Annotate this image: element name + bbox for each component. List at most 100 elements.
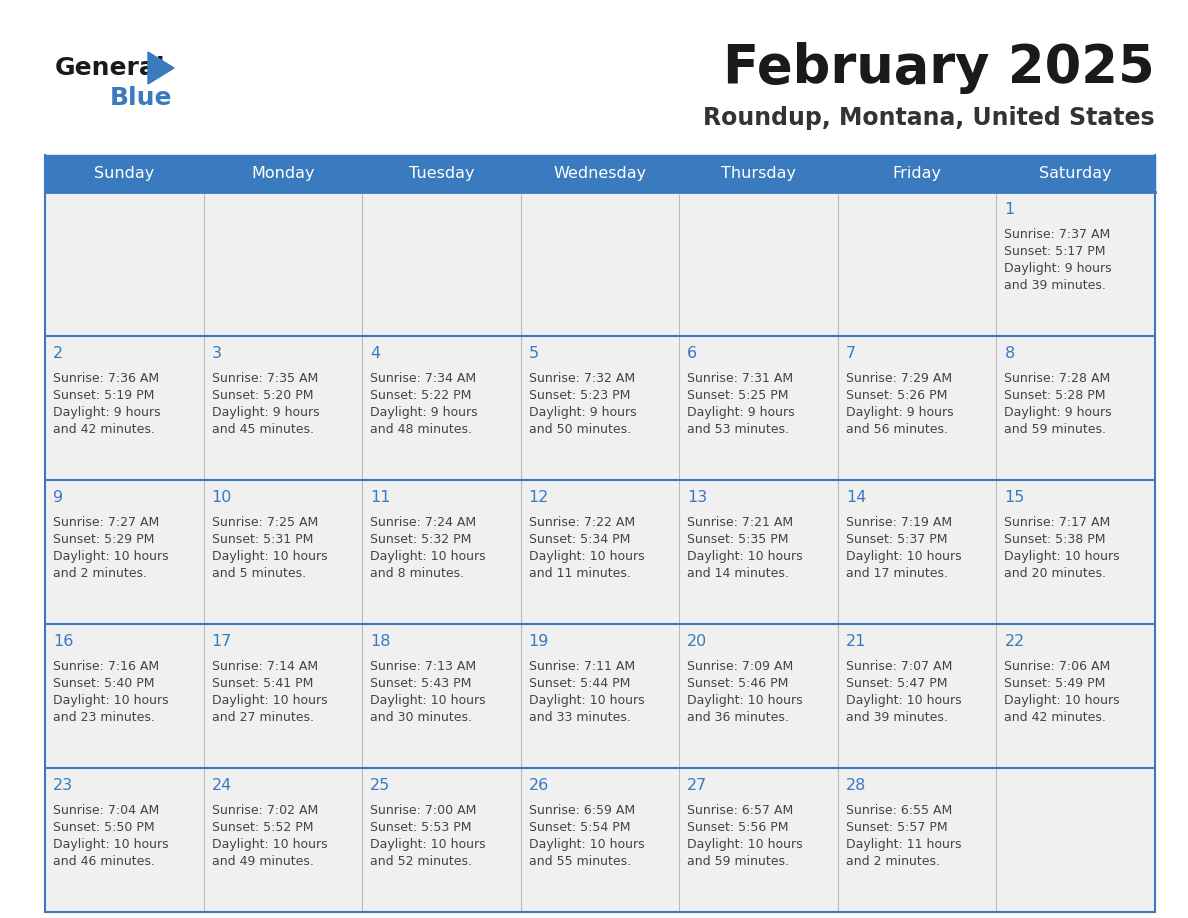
Text: Saturday: Saturday (1040, 166, 1112, 181)
Text: and 23 minutes.: and 23 minutes. (53, 711, 154, 724)
Text: 6: 6 (688, 346, 697, 361)
Text: Sunset: 5:40 PM: Sunset: 5:40 PM (53, 677, 154, 690)
Text: Sunrise: 6:57 AM: Sunrise: 6:57 AM (688, 804, 794, 817)
Text: and 42 minutes.: and 42 minutes. (53, 423, 154, 436)
Text: Sunrise: 7:22 AM: Sunrise: 7:22 AM (529, 516, 634, 529)
Text: Sunset: 5:50 PM: Sunset: 5:50 PM (53, 821, 154, 834)
Text: and 52 minutes.: and 52 minutes. (371, 855, 472, 868)
Bar (45, 155, 1155, 192)
Text: 26: 26 (529, 778, 549, 793)
Text: Sunset: 5:17 PM: Sunset: 5:17 PM (1004, 245, 1106, 258)
Text: Sunset: 5:57 PM: Sunset: 5:57 PM (846, 821, 948, 834)
Text: Daylight: 9 hours: Daylight: 9 hours (1004, 262, 1112, 275)
Text: and 45 minutes.: and 45 minutes. (211, 423, 314, 436)
Text: 27: 27 (688, 778, 708, 793)
Bar (362, 624, 520, 768)
Text: Daylight: 10 hours: Daylight: 10 hours (529, 694, 644, 707)
Text: Sunset: 5:54 PM: Sunset: 5:54 PM (529, 821, 630, 834)
Text: Sunset: 5:28 PM: Sunset: 5:28 PM (1004, 389, 1106, 402)
Bar (520, 192, 680, 336)
Bar (838, 624, 997, 768)
Bar (45, 336, 203, 480)
Text: Wednesday: Wednesday (554, 166, 646, 181)
Text: 9: 9 (53, 490, 63, 505)
Text: 12: 12 (529, 490, 549, 505)
Text: and 27 minutes.: and 27 minutes. (211, 711, 314, 724)
Text: Sunrise: 7:32 AM: Sunrise: 7:32 AM (529, 372, 634, 385)
Text: Sunrise: 7:19 AM: Sunrise: 7:19 AM (846, 516, 952, 529)
Text: and 39 minutes.: and 39 minutes. (846, 711, 948, 724)
Text: Sunset: 5:23 PM: Sunset: 5:23 PM (529, 389, 630, 402)
Text: Daylight: 9 hours: Daylight: 9 hours (688, 406, 795, 419)
Text: and 39 minutes.: and 39 minutes. (1004, 279, 1106, 292)
Text: Sunrise: 7:36 AM: Sunrise: 7:36 AM (53, 372, 159, 385)
Text: Sunrise: 7:00 AM: Sunrise: 7:00 AM (371, 804, 476, 817)
Text: Sunset: 5:52 PM: Sunset: 5:52 PM (211, 821, 314, 834)
Text: Daylight: 10 hours: Daylight: 10 hours (688, 550, 803, 563)
Text: General: General (55, 56, 165, 80)
Text: and 42 minutes.: and 42 minutes. (1004, 711, 1106, 724)
Text: Daylight: 10 hours: Daylight: 10 hours (211, 550, 327, 563)
Text: and 2 minutes.: and 2 minutes. (53, 567, 147, 580)
Text: 7: 7 (846, 346, 857, 361)
Text: Sunrise: 7:13 AM: Sunrise: 7:13 AM (371, 660, 476, 673)
Text: Sunrise: 7:27 AM: Sunrise: 7:27 AM (53, 516, 159, 529)
Text: 24: 24 (211, 778, 232, 793)
Bar (997, 192, 1155, 336)
Text: Monday: Monday (251, 166, 315, 181)
Bar (45, 768, 203, 912)
Bar (680, 480, 838, 624)
Text: Daylight: 9 hours: Daylight: 9 hours (53, 406, 160, 419)
Text: 23: 23 (53, 778, 74, 793)
Text: 28: 28 (846, 778, 866, 793)
Text: Sunrise: 7:07 AM: Sunrise: 7:07 AM (846, 660, 953, 673)
Bar (362, 768, 520, 912)
Text: Sunset: 5:29 PM: Sunset: 5:29 PM (53, 533, 154, 546)
Bar (838, 192, 997, 336)
Text: 15: 15 (1004, 490, 1025, 505)
Text: and 59 minutes.: and 59 minutes. (688, 855, 789, 868)
Text: 2: 2 (53, 346, 63, 361)
Text: Sunset: 5:35 PM: Sunset: 5:35 PM (688, 533, 789, 546)
Text: Sunset: 5:20 PM: Sunset: 5:20 PM (211, 389, 314, 402)
Text: Sunrise: 6:55 AM: Sunrise: 6:55 AM (846, 804, 952, 817)
Text: February 2025: February 2025 (723, 42, 1155, 94)
Text: Sunrise: 7:25 AM: Sunrise: 7:25 AM (211, 516, 318, 529)
Text: Daylight: 10 hours: Daylight: 10 hours (1004, 694, 1120, 707)
Text: Sunrise: 7:21 AM: Sunrise: 7:21 AM (688, 516, 794, 529)
Text: and 17 minutes.: and 17 minutes. (846, 567, 948, 580)
Text: Sunset: 5:32 PM: Sunset: 5:32 PM (371, 533, 472, 546)
Text: Daylight: 10 hours: Daylight: 10 hours (53, 838, 169, 851)
Text: Daylight: 10 hours: Daylight: 10 hours (846, 550, 961, 563)
Text: Sunrise: 7:04 AM: Sunrise: 7:04 AM (53, 804, 159, 817)
Text: Sunrise: 7:37 AM: Sunrise: 7:37 AM (1004, 228, 1111, 241)
Text: Sunset: 5:31 PM: Sunset: 5:31 PM (211, 533, 312, 546)
Bar (362, 192, 520, 336)
Text: and 59 minutes.: and 59 minutes. (1004, 423, 1106, 436)
Text: Daylight: 9 hours: Daylight: 9 hours (1004, 406, 1112, 419)
Text: Sunrise: 7:24 AM: Sunrise: 7:24 AM (371, 516, 476, 529)
Bar (520, 480, 680, 624)
Text: 16: 16 (53, 634, 74, 649)
Text: Sunset: 5:22 PM: Sunset: 5:22 PM (371, 389, 472, 402)
Text: Sunset: 5:46 PM: Sunset: 5:46 PM (688, 677, 789, 690)
Bar (362, 480, 520, 624)
Text: Sunset: 5:44 PM: Sunset: 5:44 PM (529, 677, 630, 690)
Text: Sunset: 5:43 PM: Sunset: 5:43 PM (371, 677, 472, 690)
Text: and 49 minutes.: and 49 minutes. (211, 855, 314, 868)
Text: 5: 5 (529, 346, 539, 361)
Text: Sunday: Sunday (94, 166, 154, 181)
Text: Sunrise: 7:34 AM: Sunrise: 7:34 AM (371, 372, 476, 385)
Bar (203, 336, 362, 480)
Text: Sunrise: 7:17 AM: Sunrise: 7:17 AM (1004, 516, 1111, 529)
Text: Sunset: 5:37 PM: Sunset: 5:37 PM (846, 533, 947, 546)
Text: 10: 10 (211, 490, 232, 505)
Text: and 14 minutes.: and 14 minutes. (688, 567, 789, 580)
Text: and 33 minutes.: and 33 minutes. (529, 711, 631, 724)
Text: 13: 13 (688, 490, 708, 505)
Text: Sunset: 5:26 PM: Sunset: 5:26 PM (846, 389, 947, 402)
Text: Sunrise: 7:28 AM: Sunrise: 7:28 AM (1004, 372, 1111, 385)
Text: Daylight: 9 hours: Daylight: 9 hours (529, 406, 637, 419)
Bar (997, 768, 1155, 912)
Text: Sunrise: 7:06 AM: Sunrise: 7:06 AM (1004, 660, 1111, 673)
